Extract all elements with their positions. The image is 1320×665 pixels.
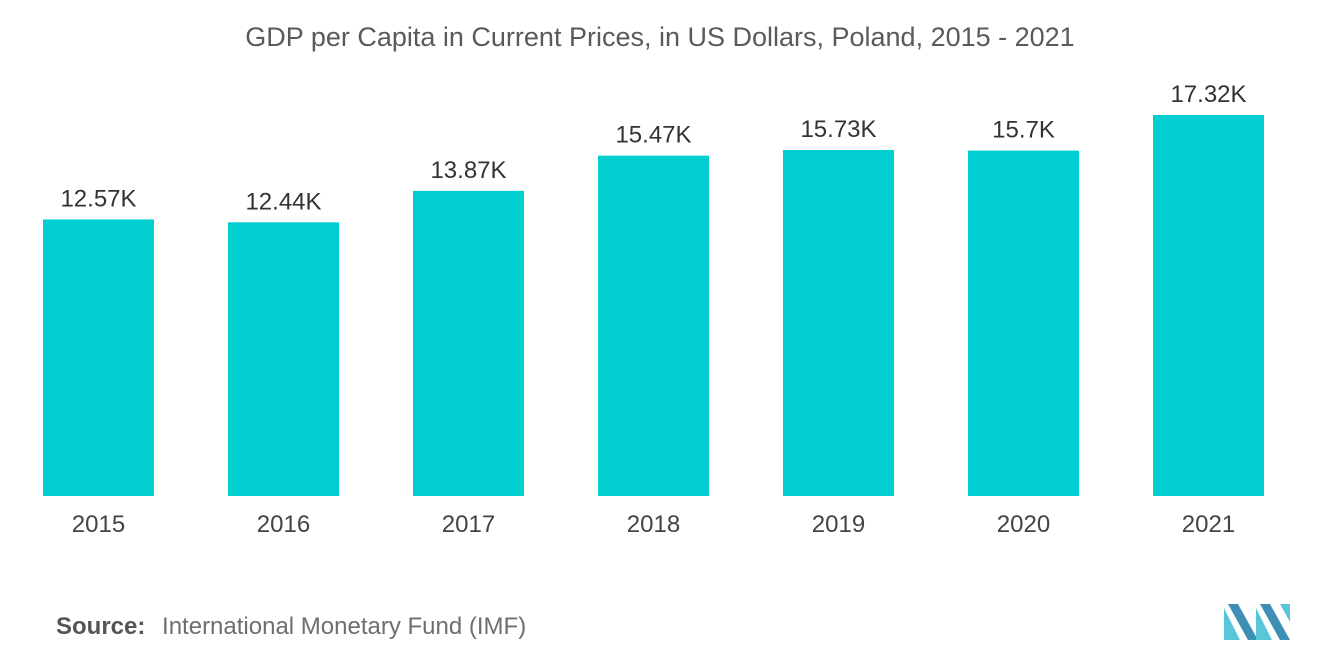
value-label-2017: 13.87K: [430, 157, 506, 184]
bar-2015: [43, 219, 154, 496]
x-tick-label-2020: 2020: [997, 511, 1050, 538]
value-label-2020: 15.7K: [992, 117, 1055, 144]
x-tick-label-2021: 2021: [1182, 511, 1235, 538]
x-tick-label-2017: 2017: [442, 511, 495, 538]
brand-logo-icon: [1224, 604, 1290, 640]
source-text: International Monetary Fund (IMF): [162, 613, 527, 640]
value-label-2019: 15.73K: [800, 116, 876, 143]
value-label-2015: 12.57K: [60, 185, 136, 212]
value-label-2016: 12.44K: [245, 188, 321, 215]
value-labels-group: 12.57K 12.44K 13.87K 15.47K 15.73K 15.7K 17.32…: [60, 81, 1246, 215]
value-label-2018: 15.47K: [615, 122, 691, 149]
bar-2018: [598, 155, 709, 496]
bar-2017: [413, 190, 524, 497]
x-tick-label-2015: 2015: [72, 511, 125, 538]
chart-title: GDP per Capita in Current Prices, in US …: [245, 22, 1075, 52]
bar-2019: [783, 149, 894, 496]
x-tick-label-2019: 2019: [812, 511, 865, 538]
bar-2021: [1153, 114, 1264, 497]
bar-2016: [228, 222, 339, 496]
x-tick-label-2016: 2016: [257, 511, 310, 538]
source-note: Source: International Monetary Fund (IMF…: [56, 613, 526, 641]
x-tick-labels-group: 2015 2016 2017 2018 2019 2020 2021: [72, 511, 1235, 538]
bar-2020: [968, 150, 1079, 496]
x-tick-label-2018: 2018: [627, 511, 680, 538]
bars-group: [43, 114, 1264, 497]
value-label-2021: 17.32K: [1170, 81, 1246, 108]
source-label: Source:: [56, 613, 146, 640]
